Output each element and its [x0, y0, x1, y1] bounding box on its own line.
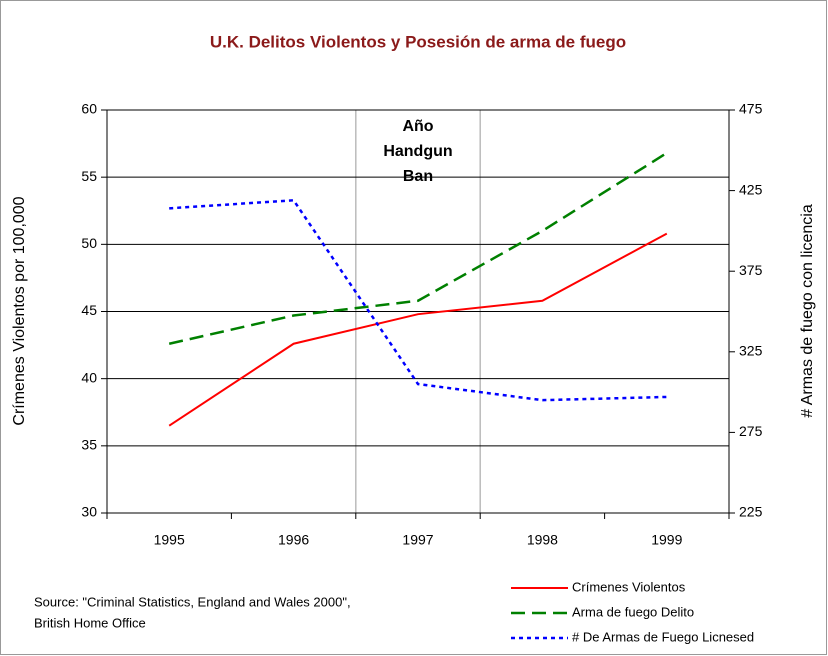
- x-tick-label: 1999: [651, 532, 682, 548]
- source-text: British Home Office: [34, 615, 146, 630]
- y2-tick-label: 275: [739, 423, 763, 439]
- y-axis-title: Crímenes Violentos por 100,000: [11, 196, 28, 425]
- y2-tick-label: 425: [739, 181, 763, 197]
- series-line: [168, 232, 668, 427]
- y2-tick-label: 375: [739, 262, 763, 278]
- annotation-text: Año: [402, 118, 433, 135]
- legend-label: Arma de fuego Delito: [572, 604, 694, 619]
- y-tick-label: 50: [81, 235, 97, 251]
- y2-tick-label: 475: [739, 101, 763, 117]
- series-line: [168, 151, 668, 345]
- x-tick-label: 1995: [154, 532, 185, 548]
- y2-tick-label: 325: [739, 343, 763, 359]
- source-text: Source: "Criminal Statistics, England an…: [34, 594, 351, 609]
- x-tick-label: 1998: [527, 532, 558, 548]
- y2-tick-label: 225: [739, 504, 763, 520]
- y-tick-label: 55: [81, 168, 97, 184]
- annotation-text: Handgun: [383, 143, 452, 160]
- x-tick-label: 1997: [402, 532, 433, 548]
- y-tick-label: 30: [81, 504, 97, 520]
- y-tick-label: 60: [81, 101, 97, 117]
- y-tick-label: 45: [81, 302, 97, 318]
- y-tick-label: 40: [81, 369, 97, 385]
- y-tick-label: 35: [81, 437, 97, 453]
- y2-axis-title: # Armas de fuego con licencia: [799, 204, 816, 418]
- x-tick-label: 1996: [278, 532, 309, 548]
- legend-label: # De Armas de Fuego Licnesed: [572, 629, 754, 644]
- series-line: [169, 198, 667, 402]
- chart-title: U.K. Delitos Violentos y Posesión de arm…: [210, 32, 626, 51]
- legend-label: Crímenes Violentos: [572, 579, 686, 594]
